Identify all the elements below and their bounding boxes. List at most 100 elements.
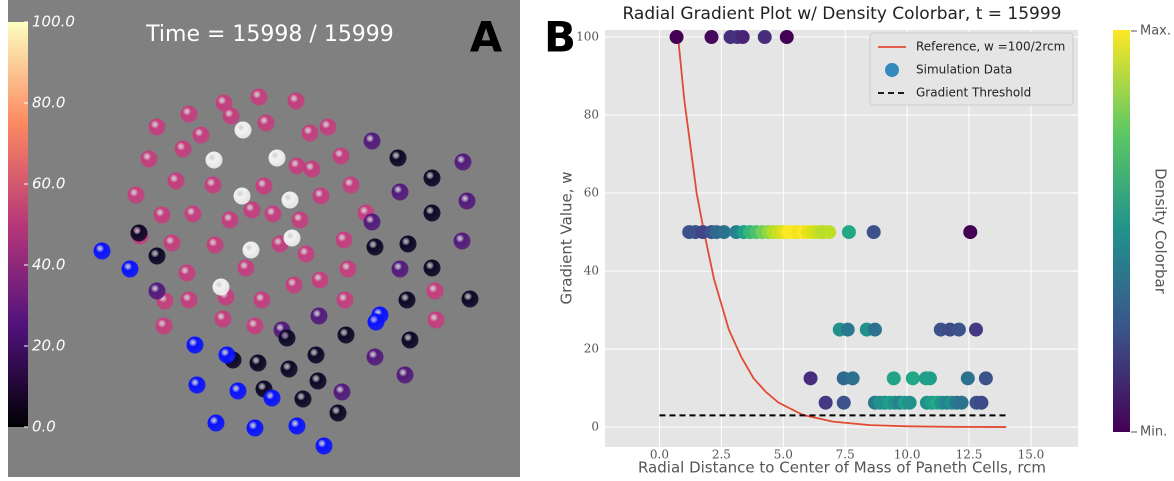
sphere: [178, 264, 196, 282]
sphere: [332, 147, 350, 165]
data-point: [845, 371, 860, 386]
sphere: [237, 259, 255, 277]
sphere: [249, 354, 267, 372]
sphere: [339, 260, 357, 278]
sphere: [342, 176, 360, 194]
sphere: [401, 331, 419, 349]
sphere: [204, 176, 222, 194]
sphere: [93, 242, 111, 260]
data-point: [669, 30, 684, 45]
sphere: [319, 118, 337, 136]
y-tick-label: 20: [584, 342, 599, 356]
sphere: [336, 291, 354, 309]
legend-label: Reference, w =100/2rcm: [916, 40, 1065, 54]
sphere: [215, 94, 233, 112]
colorbar-tick-label: 60.0: [32, 175, 65, 193]
sphere: [291, 211, 309, 229]
sphere: [288, 417, 306, 435]
sphere: [140, 150, 158, 168]
sphere: [130, 224, 148, 242]
data-point: [716, 225, 731, 240]
colorbar-tick-label: 80.0: [32, 94, 65, 112]
panel-label: A: [470, 13, 503, 62]
sphere: [366, 348, 384, 366]
sphere: [148, 118, 166, 136]
sphere: [246, 317, 264, 335]
render-title: Time = 15998 / 15999: [145, 22, 394, 47]
sphere: [294, 390, 312, 408]
sphere: [243, 201, 261, 219]
sphere: [212, 278, 230, 296]
y-tick-label: 0: [591, 420, 599, 434]
sphere: [307, 346, 325, 364]
sphere: [315, 437, 333, 455]
sphere: [311, 271, 329, 289]
x-axis-label: Radial Distance to Center of Mass of Pan…: [638, 459, 1046, 477]
sphere: [264, 205, 282, 223]
data-point: [867, 322, 882, 337]
x-tick-label: 10.0: [894, 448, 921, 462]
sphere: [423, 259, 441, 277]
sphere: [221, 211, 239, 229]
sphere: [285, 276, 303, 294]
sphere: [454, 153, 472, 171]
data-point: [960, 371, 975, 386]
data-point: [905, 371, 920, 386]
data-point: [841, 225, 856, 240]
sphere: [250, 88, 268, 106]
x-tick-label: 2.5: [712, 448, 731, 462]
data-point: [803, 371, 818, 386]
x-tick-label: 12.5: [956, 448, 983, 462]
sphere: [255, 177, 273, 195]
sphere: [174, 140, 192, 158]
reference-line: [677, 36, 1007, 428]
sphere: [297, 245, 315, 263]
sphere: [153, 206, 171, 224]
sphere: [234, 121, 252, 139]
data-point: [974, 395, 989, 410]
sphere: [391, 260, 409, 278]
sphere: [218, 346, 236, 364]
data-point: [735, 30, 750, 45]
data-point: [704, 30, 719, 45]
y-tick-label: 40: [584, 264, 599, 278]
y-axis-label: Gradient Value, w: [558, 171, 576, 304]
colorbar-tick-label: 20.0: [32, 337, 65, 355]
sphere: [188, 376, 206, 394]
sphere: [367, 313, 385, 331]
data-point: [978, 371, 993, 386]
colorbar-tick-label: 0.0: [32, 418, 56, 436]
sphere: [180, 291, 198, 309]
sphere: [155, 317, 173, 335]
sphere: [148, 247, 166, 265]
sphere: [246, 419, 264, 437]
plot-title: Radial Gradient Plot w/ Density Colorbar…: [622, 4, 1061, 24]
sphere: [207, 414, 225, 432]
sphere: [329, 404, 347, 422]
sphere: [233, 187, 251, 205]
sphere: [257, 114, 275, 132]
sphere: [253, 291, 271, 309]
sphere: [309, 372, 327, 390]
x-tick-label: 7.5: [836, 448, 855, 462]
data-point: [779, 30, 794, 45]
legend-label: Gradient Threshold: [916, 86, 1031, 100]
sphere: [283, 229, 301, 247]
data-point: [757, 30, 772, 45]
legend-box: [869, 32, 1074, 106]
sphere: [303, 160, 321, 178]
data-point: [836, 395, 851, 410]
data-point: [840, 322, 855, 337]
legend-marker: [885, 63, 899, 77]
sphere: [288, 157, 306, 175]
sphere: [453, 232, 471, 250]
sphere: [222, 107, 240, 125]
legend-label: Simulation Data: [916, 63, 1012, 77]
sphere: [333, 383, 351, 401]
x-tick-label: 15.0: [1018, 448, 1045, 462]
sphere: [127, 186, 145, 204]
sphere: [426, 282, 444, 300]
sphere: [184, 205, 202, 223]
y-tick-label: 100: [576, 30, 599, 44]
